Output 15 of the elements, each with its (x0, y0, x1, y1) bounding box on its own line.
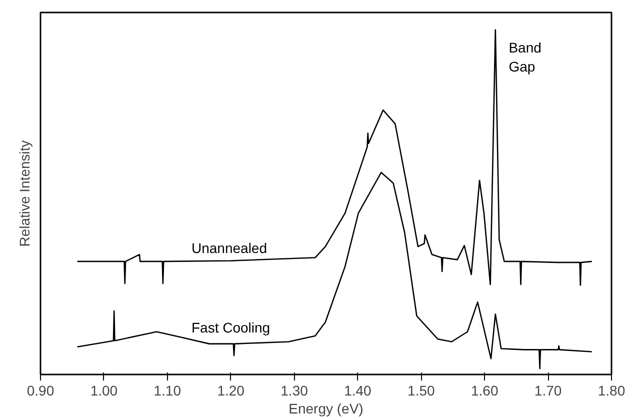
x-tick-label: 0.90 (26, 382, 54, 398)
x-tick-label: 1.10 (154, 382, 182, 398)
x-tick-label: 1.40 (344, 382, 372, 398)
x-tick-label: 1.30 (280, 382, 308, 398)
x-tick-label: 1.60 (470, 382, 498, 398)
x-tick-label: 1.80 (598, 382, 626, 398)
x-tick-label: 1.70 (534, 382, 562, 398)
x-tick-label: 1.00 (90, 382, 118, 398)
series-label: Fast Cooling (192, 320, 270, 336)
x-tick-label: 1.50 (408, 382, 436, 398)
x-axis-title: Energy (eV) (288, 400, 364, 416)
x-tick-label: 1.20 (217, 382, 245, 398)
annotation: Band Gap (508, 39, 542, 74)
y-axis-title: Relative Intensity (16, 140, 32, 247)
series-label: Unannealed (192, 240, 268, 256)
